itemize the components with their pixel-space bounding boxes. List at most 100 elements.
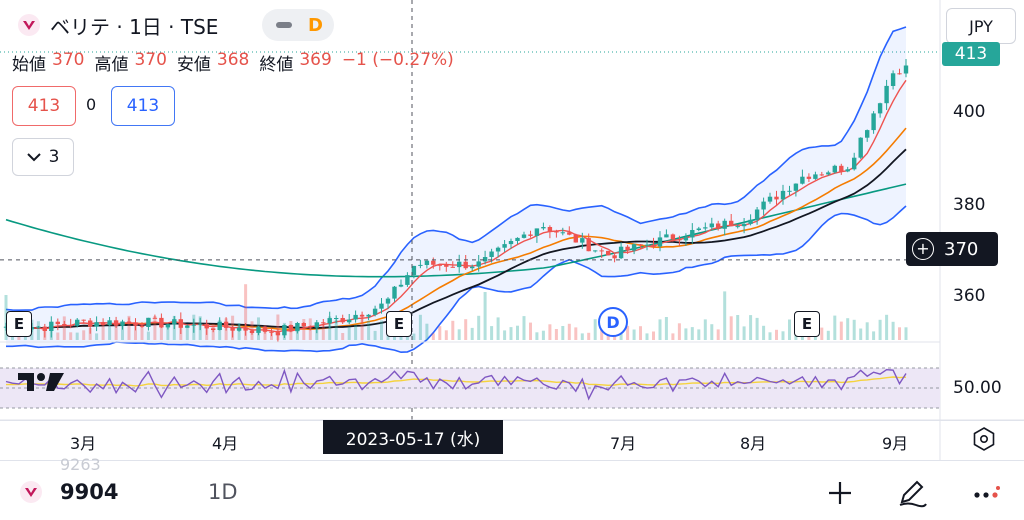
candle-body: [152, 317, 158, 319]
volume-bar: [671, 333, 675, 340]
candle-body: [521, 234, 527, 238]
candle-body: [230, 327, 235, 331]
volume-bar: [503, 330, 507, 340]
time-tick: 9月: [882, 434, 909, 453]
candle-body: [159, 317, 164, 328]
volume-bar: [652, 331, 655, 340]
currency-button[interactable]: JPY: [946, 8, 1016, 44]
earnings-marker[interactable]: E: [386, 311, 412, 337]
candle-body: [314, 322, 319, 328]
volume-bar: [729, 316, 733, 340]
volume-bar: [762, 325, 766, 340]
candle-body: [729, 220, 734, 227]
tradingview-logo-icon: [18, 373, 64, 391]
volume-bar: [185, 324, 189, 340]
candle-body: [567, 232, 572, 235]
price-chart[interactable]: [0, 0, 1024, 460]
volume-bar: [891, 321, 895, 340]
candle-body: [243, 327, 248, 331]
crosshair-price-label[interactable]: + 370: [906, 232, 998, 266]
candle-body: [62, 324, 67, 326]
volume-bar: [354, 324, 358, 340]
candle-body: [301, 323, 306, 327]
volume-bar: [768, 332, 772, 340]
candle-body: [644, 244, 650, 246]
candle-body: [670, 234, 676, 240]
candle-body: [716, 223, 721, 229]
high-value: 370: [134, 50, 167, 70]
candle-body: [450, 266, 455, 268]
bottom-toolbar: [0, 460, 1024, 520]
settings-hexagon-icon[interactable]: [970, 425, 998, 453]
pencil-icon[interactable]: [896, 478, 928, 508]
rsi-ma-line: [5, 376, 907, 387]
symbol-header[interactable]: ベリテ · 1日 · TSE: [18, 10, 218, 40]
candle-body: [703, 227, 708, 229]
volume-bar: [723, 291, 727, 340]
candle-body: [36, 326, 41, 328]
bottom-interval[interactable]: 1D: [208, 480, 238, 504]
volume-bar: [328, 316, 332, 340]
candle-body: [897, 73, 902, 75]
candle-body: [431, 260, 436, 265]
volume-bar: [146, 331, 150, 340]
candle-body: [508, 241, 514, 245]
interval-toggle[interactable]: D: [262, 9, 334, 41]
volume-bar: [580, 333, 584, 340]
more-dots-icon[interactable]: [970, 478, 1002, 508]
volume-bar: [108, 325, 112, 340]
plus-icon[interactable]: [824, 478, 856, 508]
volume-bar: [788, 319, 791, 340]
open-value: 370: [52, 50, 85, 70]
buy-button[interactable]: 413: [111, 86, 175, 126]
candle-body: [424, 260, 430, 265]
time-axis[interactable]: [0, 420, 1024, 460]
volume-bar: [885, 314, 889, 340]
candle-body: [262, 326, 268, 332]
candle-body: [560, 232, 565, 234]
candle-body: [236, 327, 242, 331]
volume-bar: [62, 316, 66, 340]
candle-body: [819, 174, 824, 176]
volume-bar: [839, 321, 843, 340]
earnings-marker[interactable]: E: [6, 311, 32, 337]
volume-bar: [820, 327, 824, 340]
plus-circle-icon[interactable]: +: [912, 238, 934, 260]
volume-bar: [736, 315, 740, 340]
veritas-logo-icon: [18, 14, 40, 36]
candle-body: [813, 174, 818, 179]
spread-value: 0: [86, 95, 97, 114]
candle-body: [113, 320, 119, 326]
volume-bar: [826, 330, 830, 340]
candle-body: [211, 328, 216, 330]
candle-body: [372, 308, 378, 315]
candle-body: [444, 264, 449, 267]
volume-bar: [574, 327, 578, 340]
candle-body: [411, 265, 417, 276]
candle-body: [599, 250, 604, 252]
volume-bar: [36, 321, 40, 340]
candle-body: [865, 130, 870, 138]
volume-bar: [88, 327, 92, 340]
dividend-marker[interactable]: D: [598, 307, 628, 337]
veritas-logo-icon[interactable]: [20, 481, 42, 503]
candle-body: [81, 319, 86, 321]
candle-body: [631, 244, 637, 251]
candle-body: [68, 325, 73, 327]
volume-bar: [904, 327, 908, 340]
sell-button[interactable]: 413: [12, 86, 76, 126]
candle-body: [334, 318, 339, 319]
volume-bar: [561, 326, 565, 340]
volume-bar: [703, 319, 707, 340]
candle-body: [489, 251, 494, 257]
candle-body: [146, 317, 151, 327]
bottom-symbol[interactable]: 9904: [60, 480, 119, 504]
volume-bar: [710, 324, 714, 340]
earnings-marker[interactable]: E: [794, 311, 820, 337]
change-value: −1 (−0.27%): [341, 50, 454, 70]
time-tick: 3月: [70, 434, 97, 453]
volume-bar: [535, 332, 539, 340]
candle-body: [405, 275, 410, 285]
indicators-toggle-button[interactable]: 3: [12, 138, 74, 176]
volume-bar: [658, 319, 662, 340]
